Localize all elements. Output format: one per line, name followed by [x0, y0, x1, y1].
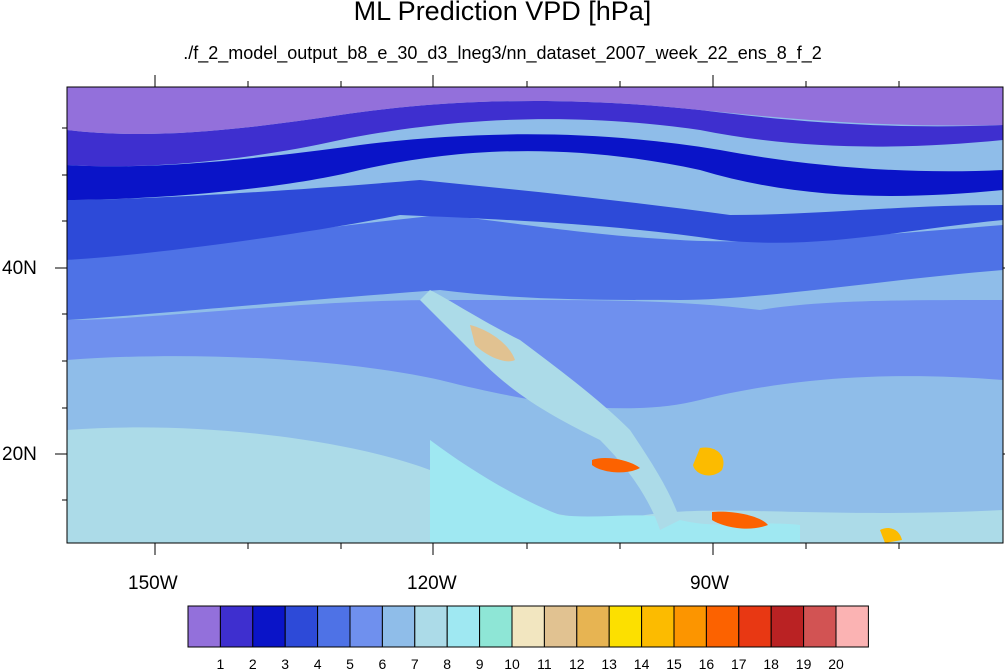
- lon-label-90w: 90W: [690, 573, 730, 594]
- colorbar-swatch: [187, 605, 221, 648]
- colorbar-tick-label: 16: [698, 656, 715, 672]
- colorbar-tick-label: 17: [731, 656, 747, 672]
- colorbar-swatch: [608, 605, 643, 648]
- colorbar-tick-label: 9: [475, 656, 484, 672]
- colorbar-tick-label: 12: [569, 656, 585, 672]
- colorbar-tick-label: 10: [504, 656, 520, 672]
- colorbar-swatch: [414, 605, 448, 648]
- colorbar-tick-label: 13: [601, 656, 617, 672]
- colorbar-swatch: [252, 605, 286, 648]
- colorbar-swatch: [576, 605, 610, 648]
- colorbar-swatch: [219, 605, 254, 648]
- colorbar-tick-label: 20: [828, 656, 844, 672]
- colorbar-swatch: [641, 605, 675, 648]
- colorbar-tick-label: 1: [216, 656, 225, 672]
- colorbar-swatch: [738, 605, 772, 648]
- lat-label-20n: 20N: [2, 444, 37, 465]
- colorbar-swatch: [673, 605, 707, 648]
- colorbar-swatch: [446, 605, 481, 648]
- colorbar-tick-label: 8: [443, 656, 452, 672]
- colorbar-tick-label: 7: [410, 656, 419, 672]
- colorbar-tick-label: 18: [763, 656, 779, 672]
- colorbar-swatch: [770, 605, 805, 648]
- colorbar-swatch: [803, 605, 837, 648]
- colorbar-swatch: [317, 605, 351, 648]
- colorbar-swatch: [284, 605, 319, 648]
- colorbar-swatch: [349, 605, 383, 648]
- colorbar-tick-label: 6: [378, 656, 387, 672]
- colorbar-swatch: [381, 605, 416, 648]
- colorbar-tick-label: 2: [248, 656, 257, 672]
- colorbar-tick-label: 4: [313, 656, 322, 672]
- map-title: ML Prediction VPD [hPa]: [353, 0, 652, 26]
- map-subtitle: ./f_2_model_output_b8_e_30_d3_lneg3/nn_d…: [183, 43, 822, 63]
- colorbar-tick-label: 5: [346, 656, 354, 672]
- lon-label-150w: 150W: [128, 573, 178, 594]
- colorbar-swatch: [835, 605, 869, 648]
- colorbar-tick-label: 15: [666, 656, 682, 672]
- lat-ticks: [55, 127, 1005, 501]
- colorbar-swatch: [543, 605, 578, 648]
- colorbar-tick-label: 19: [795, 656, 812, 672]
- vpd-contour-field: [67, 87, 1003, 543]
- lon-ticks: [154, 75, 900, 555]
- colorbar-tick-label: 3: [281, 656, 290, 672]
- lon-label-120w: 120W: [407, 573, 457, 594]
- colorbar-swatch: [705, 605, 740, 648]
- lat-label-40n: 40N: [2, 258, 37, 279]
- colorbar-swatch: [511, 605, 545, 648]
- colorbar: [187, 605, 869, 648]
- colorbar-swatch: [479, 605, 513, 648]
- colorbar-tick-label: 11: [537, 656, 552, 672]
- colorbar-tick-label: 14: [633, 656, 650, 672]
